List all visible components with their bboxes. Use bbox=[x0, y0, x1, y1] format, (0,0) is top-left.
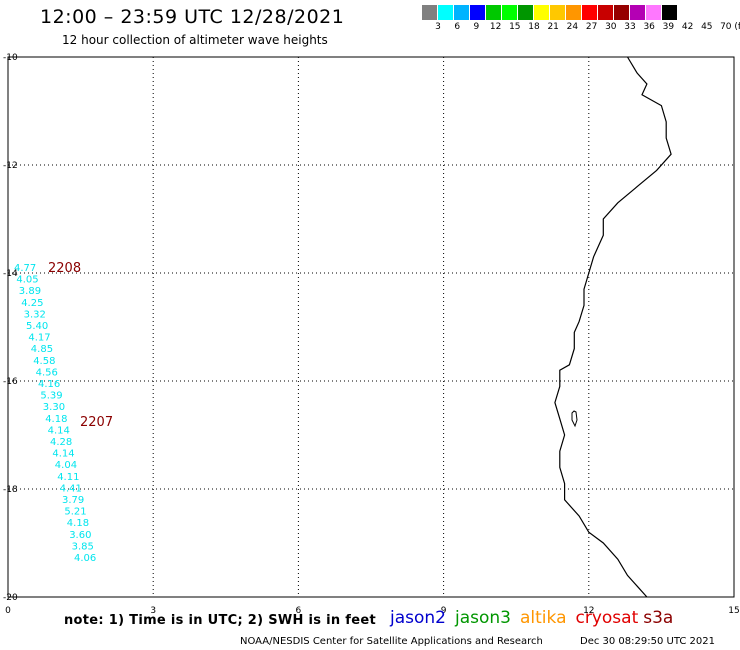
swh-reading: 3.60 bbox=[69, 530, 91, 541]
x-tick-label: 0 bbox=[5, 606, 11, 616]
legend-jason3: jason3 bbox=[455, 608, 511, 628]
colorbar-swatch bbox=[646, 5, 662, 20]
colorbar-label: 21 bbox=[547, 22, 559, 32]
swh-reading: 4.11 bbox=[57, 472, 79, 483]
pass-time-label: 2208 bbox=[48, 261, 81, 276]
colorbar-swatch bbox=[662, 5, 678, 20]
x-tick-label: 9 bbox=[441, 606, 447, 616]
swh-reading: 3.79 bbox=[62, 495, 84, 506]
swh-reading: 3.30 bbox=[43, 402, 65, 413]
swh-reading: 5.21 bbox=[64, 507, 86, 518]
generated-timestamp: Dec 30 08:29:50 UTC 2021 bbox=[580, 636, 715, 647]
swh-reading: 4.14 bbox=[52, 449, 74, 460]
map-title: 12:00 – 23:59 UTC 12/28/2021 bbox=[40, 6, 345, 28]
swh-reading: 4.16 bbox=[38, 379, 60, 390]
colorbar-swatch bbox=[630, 5, 646, 20]
colorbar-swatch bbox=[614, 5, 630, 20]
map-frame bbox=[7, 56, 735, 598]
colorbar-swatch bbox=[454, 5, 470, 20]
colorbar-swatch bbox=[502, 5, 518, 20]
x-tick-label: 12 bbox=[583, 606, 594, 616]
swh-reading: 4.18 bbox=[67, 518, 89, 529]
colorbar-label: 70 (ft) bbox=[720, 22, 740, 32]
swh-reading: 4.14 bbox=[48, 425, 70, 436]
swh-reading: 5.40 bbox=[26, 321, 48, 332]
colorbar-swatch bbox=[486, 5, 502, 20]
swh-reading: 4.85 bbox=[31, 344, 53, 355]
colorbar-label: 27 bbox=[585, 22, 598, 32]
colorbar-swatch bbox=[598, 5, 614, 20]
coastline bbox=[554, 56, 672, 598]
island bbox=[571, 410, 578, 428]
colorbar-swatch bbox=[550, 5, 566, 20]
y-tick-label: -18 bbox=[3, 485, 18, 495]
colorbar-label: 42 bbox=[681, 22, 694, 32]
colorbar-label: 15 bbox=[509, 22, 521, 32]
footer-note: note: 1) Time is in UTC; 2) SWH is in fe… bbox=[64, 613, 376, 628]
y-tick-label: -10 bbox=[3, 53, 18, 63]
legend-s3a: s3a bbox=[643, 608, 674, 628]
colorbar-label: 45 bbox=[701, 22, 713, 32]
legend-cryosat: cryosat bbox=[575, 608, 639, 628]
colorbar-label: 18 bbox=[528, 22, 540, 32]
y-tick-label: -16 bbox=[3, 377, 18, 387]
colorbar-swatch bbox=[438, 5, 454, 20]
colorbar-swatch bbox=[518, 5, 534, 20]
legend-altika: altika bbox=[520, 608, 567, 628]
swh-reading: 3.32 bbox=[24, 309, 46, 320]
colorbar-label: 30 bbox=[605, 22, 617, 32]
swh-reading: 4.25 bbox=[21, 298, 43, 309]
colorbar-swatch bbox=[534, 5, 550, 20]
swh-reading: 5.39 bbox=[40, 391, 62, 402]
swh-reading: 4.28 bbox=[50, 437, 72, 448]
y-tick-label: -14 bbox=[3, 269, 18, 279]
x-tick-label: 15 bbox=[728, 606, 739, 616]
x-tick-label: 6 bbox=[296, 606, 302, 616]
pass-time-label: 2207 bbox=[80, 415, 113, 430]
colorbar-swatch bbox=[566, 5, 582, 20]
swh-reading: 3.89 bbox=[19, 286, 41, 297]
colorbar-swatch bbox=[470, 5, 486, 20]
y-tick-label: -20 bbox=[3, 593, 18, 603]
swh-reading: 4.77 bbox=[14, 263, 36, 274]
satellite-legend: jason2 jason3 altika cryosat s3a bbox=[390, 608, 673, 628]
x-tick-label: 3 bbox=[150, 606, 156, 616]
colorbar-label: 36 bbox=[643, 22, 655, 32]
map-subtitle: 12 hour collection of altimeter wave hei… bbox=[62, 33, 328, 47]
colorbar-label: 3 bbox=[435, 22, 441, 32]
colorbar-swatch bbox=[582, 5, 598, 20]
swh-reading: 4.58 bbox=[33, 356, 55, 367]
credit-line: NOAA/NESDIS Center for Satellite Applica… bbox=[240, 636, 543, 647]
colorbar-swatch bbox=[422, 5, 438, 20]
swh-reading: 4.41 bbox=[60, 483, 82, 494]
swh-reading: 4.04 bbox=[55, 460, 77, 471]
swh-reading: 4.17 bbox=[28, 333, 50, 344]
swh-colorbar bbox=[422, 5, 678, 20]
colorbar-label: 24 bbox=[566, 22, 579, 32]
swh-reading: 4.56 bbox=[36, 367, 58, 378]
y-tick-label: -12 bbox=[3, 161, 18, 171]
colorbar-label: 39 bbox=[662, 22, 675, 32]
colorbar-label: 6 bbox=[454, 22, 461, 32]
legend-jason2: jason2 bbox=[390, 608, 446, 628]
colorbar-label: 12 bbox=[489, 22, 502, 32]
colorbar-label: 9 bbox=[473, 22, 480, 32]
colorbar-label: 33 bbox=[624, 22, 636, 32]
swh-reading: 4.06 bbox=[74, 553, 96, 564]
swh-reading: 4.05 bbox=[16, 275, 38, 286]
swh-reading: 3.85 bbox=[72, 541, 94, 552]
swh-reading: 4.18 bbox=[45, 414, 67, 425]
